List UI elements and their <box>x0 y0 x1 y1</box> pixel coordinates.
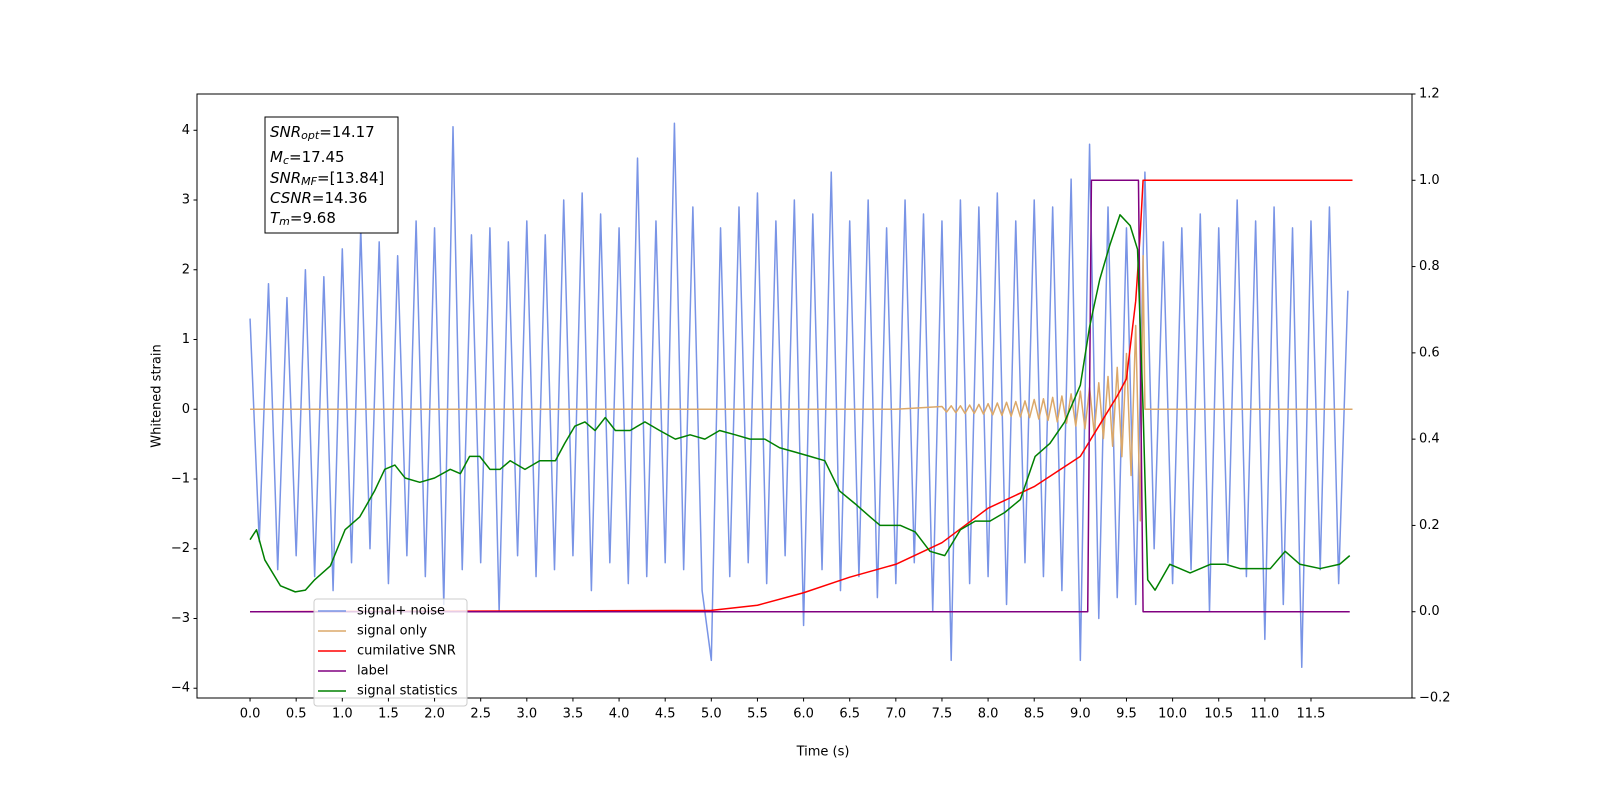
annotation-symbol: T <box>270 209 281 227</box>
x-tick-label: 6.0 <box>793 707 814 722</box>
annotation-box: SNRopt=14.17Mc=17.45SNRMF=[13.84]CSNR=14… <box>264 116 399 234</box>
legend-label: signal statistics <box>357 684 458 699</box>
annotation-symbol: SNR <box>270 123 301 141</box>
y2-tick-label: 1.0 <box>1419 173 1440 188</box>
series-line <box>250 179 1353 613</box>
x-tick-label: 0.0 <box>240 707 261 722</box>
x-tick-label: 2.0 <box>424 707 445 722</box>
y-tick-label: −4 <box>171 681 190 696</box>
x-tick-label: 5.5 <box>747 707 768 722</box>
plot-area <box>249 122 1353 669</box>
x-tick-label: 5.0 <box>701 707 722 722</box>
legend-label: signal+ noise <box>357 604 445 619</box>
annotation-subscript: MF <box>301 175 317 188</box>
annotation-symbol: SNR <box>270 169 301 187</box>
annotation-subscript: c <box>283 154 289 167</box>
annotation-value: =9.68 <box>290 209 336 227</box>
annotation-symbol: CSNR <box>270 189 312 207</box>
x-tick-label: 10.5 <box>1204 707 1233 722</box>
x-tick-label: 10.0 <box>1158 707 1187 722</box>
x-tick-label: 3.0 <box>516 707 537 722</box>
y2-tick-label: 0.8 <box>1419 259 1440 274</box>
axes-frame <box>196 93 1413 699</box>
legend-frame <box>313 598 468 707</box>
x-tick-label: 11.0 <box>1250 707 1279 722</box>
x-tick-label: 3.5 <box>563 707 584 722</box>
y-tick-label: 4 <box>182 123 190 138</box>
annotation-line: Mc=17.45 <box>270 148 345 168</box>
annotation-frame <box>264 116 399 234</box>
y-tick-label: 3 <box>182 193 190 208</box>
y2-tick-label: −0.2 <box>1419 691 1451 706</box>
y2-tick-label: 0.0 <box>1419 604 1440 619</box>
x-tick-label: 8.5 <box>1024 707 1045 722</box>
legend-label: cumilative SNR <box>357 644 456 659</box>
annotation-subscript: opt <box>301 129 320 142</box>
legend: signal+ noise signal only cumilative SNR la… <box>313 598 468 707</box>
x-tick-label: 0.5 <box>286 707 307 722</box>
series-line <box>249 214 1351 593</box>
y-tick-label: 2 <box>182 262 190 277</box>
annotation-value: =[13.84] <box>317 169 384 187</box>
x-tick-label: 9.0 <box>1070 707 1091 722</box>
x-tick-label: 7.5 <box>932 707 953 722</box>
x-axis-label: Time (s) <box>796 745 850 760</box>
x-tick-label: 6.5 <box>839 707 860 722</box>
y-axis-label: Whitened strain <box>150 344 165 447</box>
annotation-symbol: M <box>270 148 283 166</box>
y2-tick-label: 0.6 <box>1419 345 1440 360</box>
annotation-line: SNRMF=[13.84] <box>270 169 384 189</box>
legend-label: label <box>357 664 388 679</box>
annotation-line: CSNR=14.36 <box>270 189 367 207</box>
x-tick-label: 11.5 <box>1297 707 1326 722</box>
annotation-value: =17.45 <box>289 148 345 166</box>
y2-tick-label: 1.2 <box>1419 87 1440 102</box>
x-tick-label: 2.5 <box>470 707 491 722</box>
y-tick-label: 1 <box>182 332 190 347</box>
x-tick-label: 4.5 <box>655 707 676 722</box>
annotation-subscript: m <box>279 215 290 228</box>
series-line <box>249 122 1349 669</box>
x-tick-label: 9.5 <box>1116 707 1137 722</box>
annotation-value: =14.17 <box>319 123 375 141</box>
annotation-value: =14.36 <box>312 189 368 207</box>
y-tick-label: −1 <box>171 471 190 486</box>
y-tick-label: −3 <box>171 611 190 626</box>
y2-tick-label: 0.2 <box>1419 518 1440 533</box>
x-tick-label: 1.5 <box>378 707 399 722</box>
x-tick-label: 4.0 <box>609 707 630 722</box>
x-tick-label: 8.0 <box>978 707 999 722</box>
x-tick-label: 1.0 <box>332 707 353 722</box>
y2-tick-label: 0.4 <box>1419 432 1440 447</box>
y-tick-label: 0 <box>182 402 190 417</box>
legend-label: signal only <box>357 624 427 639</box>
series-line <box>250 179 1350 613</box>
annotation-line: Tm=9.68 <box>270 209 336 229</box>
x-tick-label: 7.0 <box>885 707 906 722</box>
y-tick-label: −2 <box>171 541 190 556</box>
annotation-line: SNRopt=14.17 <box>270 123 375 143</box>
series-line <box>250 255 1353 522</box>
